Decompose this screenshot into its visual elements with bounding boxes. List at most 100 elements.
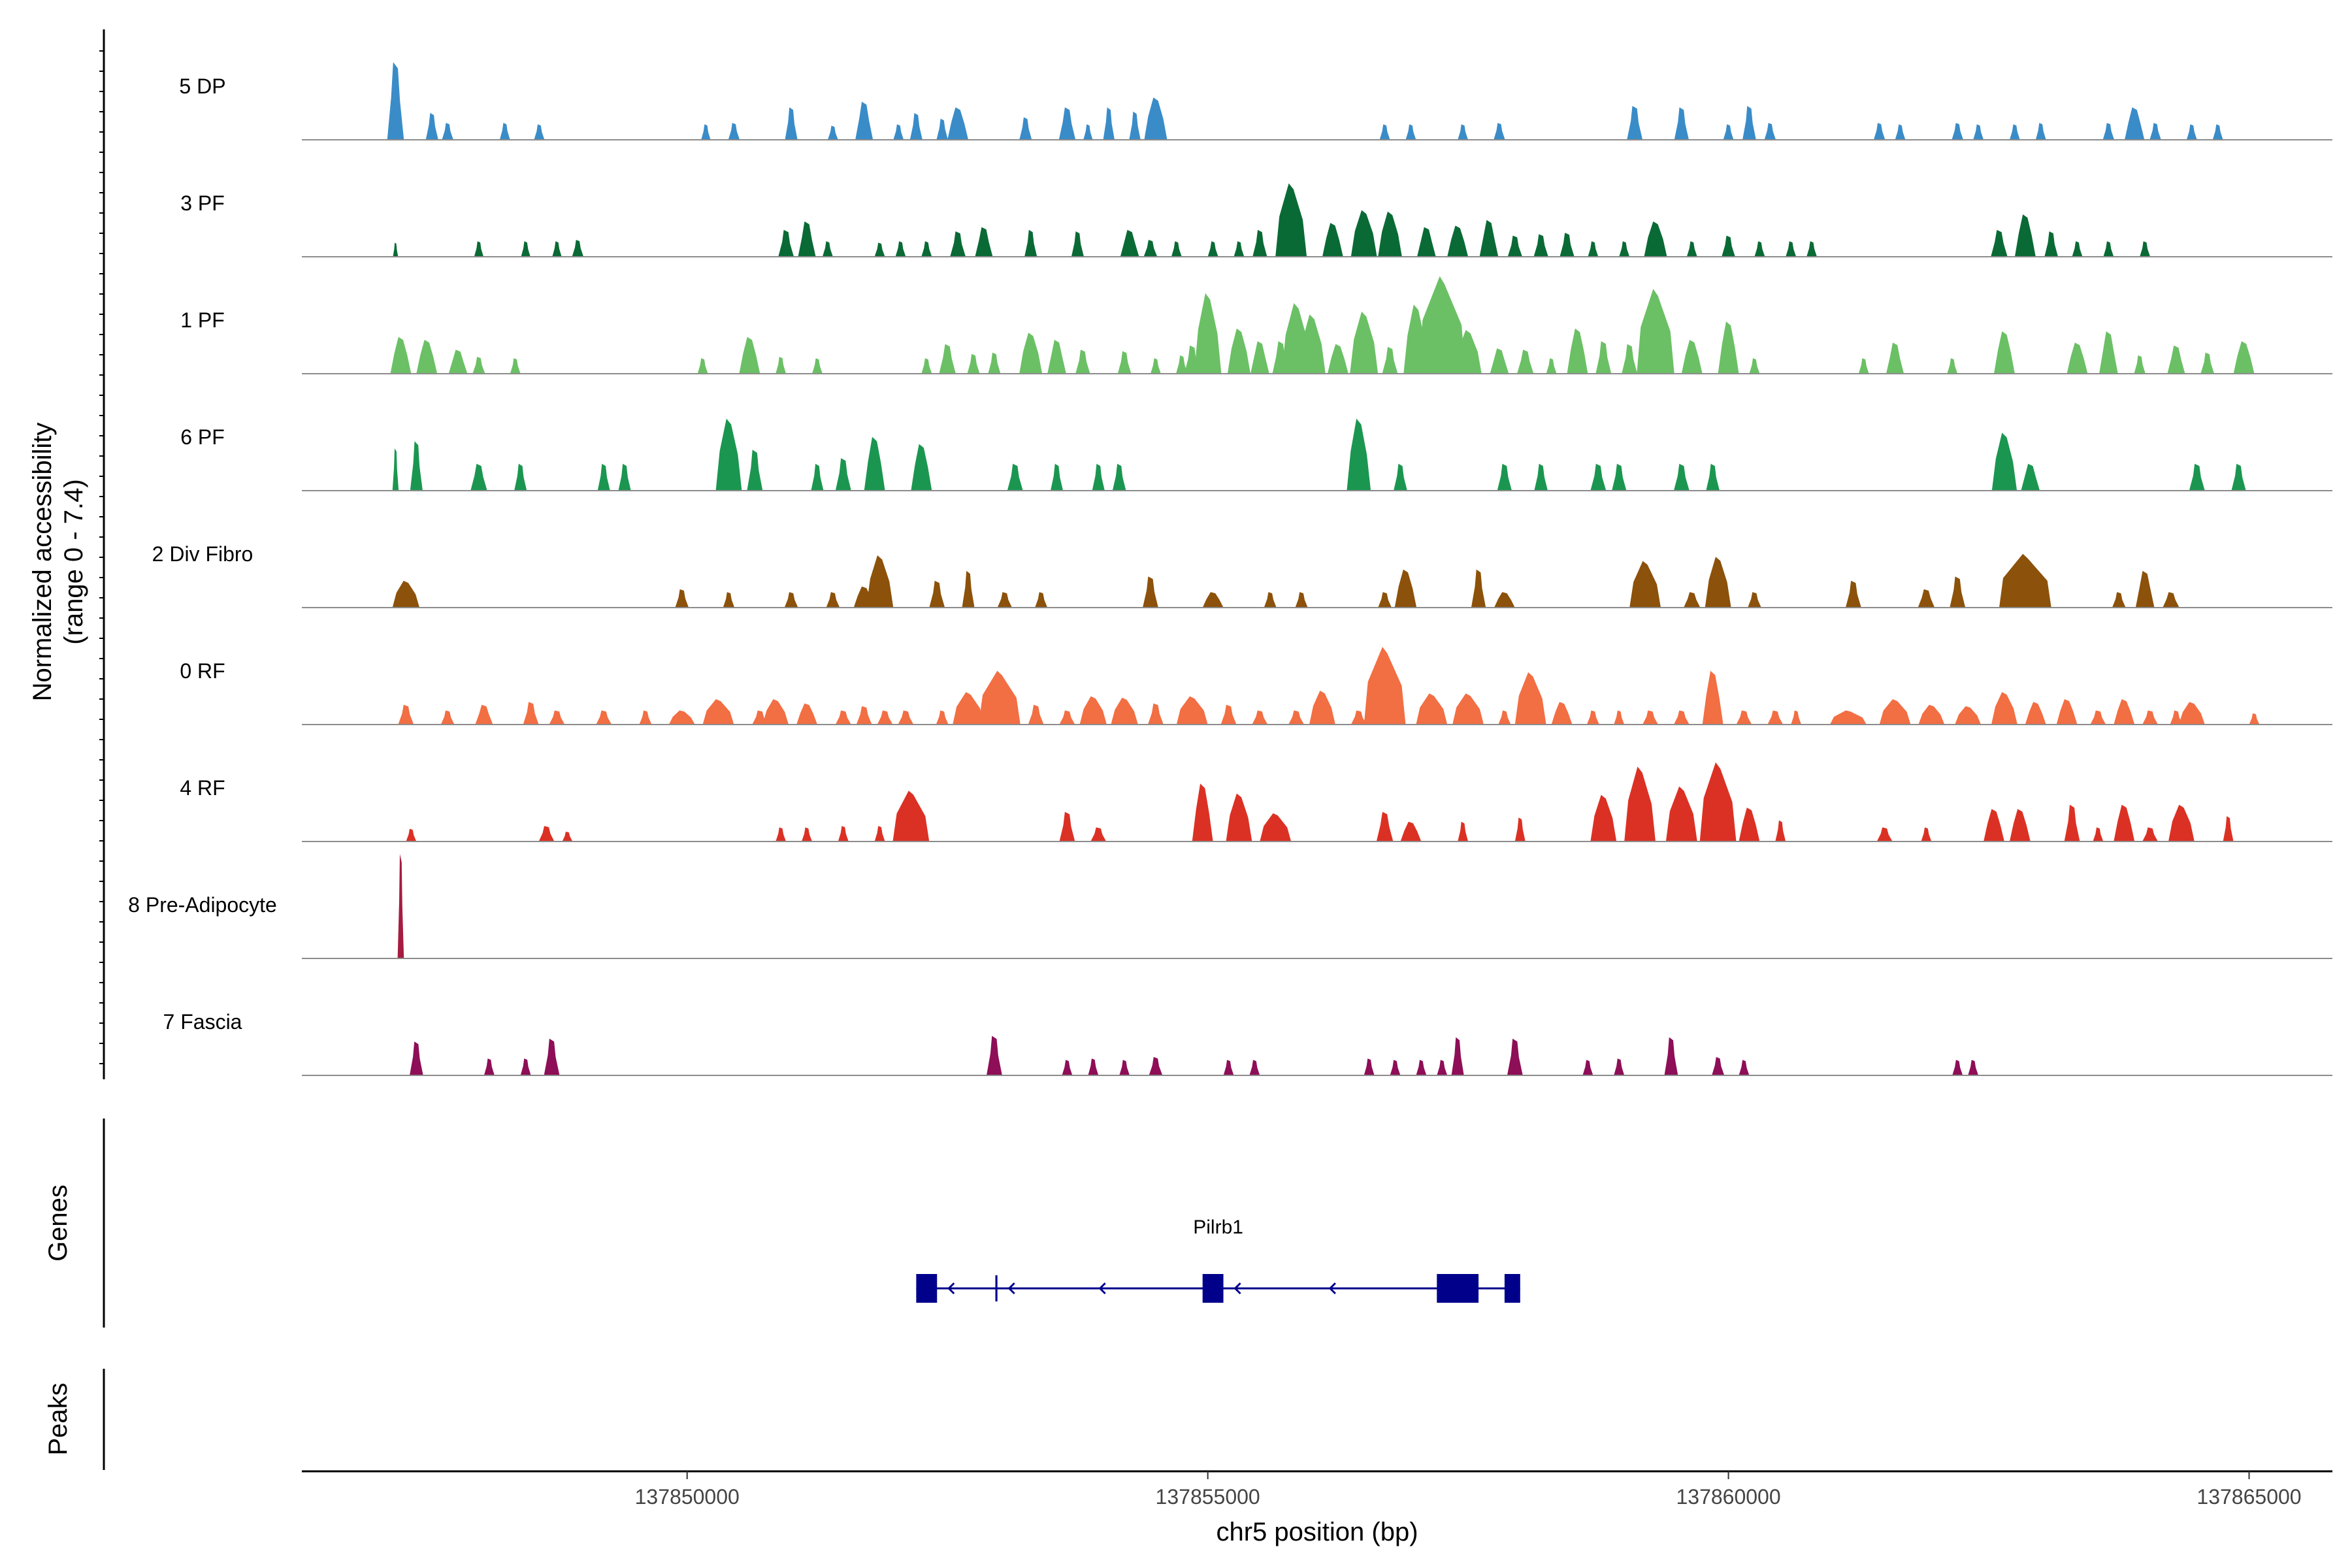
coverage-peak: [796, 703, 817, 725]
coverage-peak: [1991, 433, 2017, 491]
coverage-peak: [1309, 691, 1335, 725]
coverage-peak: [1454, 330, 1482, 374]
coverage-peak: [1071, 231, 1084, 257]
x-tick-label: 137865000: [2197, 1485, 2301, 1509]
coverage-peak: [1024, 229, 1037, 257]
coverage-peak: [2140, 241, 2151, 257]
coverage-peak: [1775, 820, 1786, 841]
track-2-div-fibro: 2 Div Fibro: [152, 542, 2332, 608]
coverage-tracks: 5 DP 3 PF 1 PF 6 PF 2 Div Fibro 0 RF 4 RF 8 Pre…: [128, 62, 2332, 1076]
track-label: 5 DP: [179, 74, 225, 98]
coverage-peak: [1665, 786, 1697, 841]
coverage-peak: [538, 826, 555, 841]
coverage-peak: [1143, 576, 1158, 608]
coverage-peak: [895, 241, 906, 257]
coverage-peak: [1275, 183, 1307, 257]
track-label: 4 RF: [180, 776, 225, 800]
x-tick-label: 137850000: [635, 1485, 740, 1509]
coverage-peak: [1249, 1060, 1260, 1075]
coverage-peak: [1560, 233, 1575, 257]
peaks-panel-label: Peaks: [44, 1382, 73, 1455]
coverage-peak: [1364, 1058, 1375, 1075]
coverage-peak: [701, 124, 711, 140]
coverage-peak: [2189, 463, 2205, 491]
coverage-peak: [1546, 358, 1557, 374]
coverage-peak: [1144, 97, 1168, 140]
track-0-rf: 0 RF: [180, 647, 2332, 725]
coverage-peak: [827, 125, 838, 140]
coverage-peak: [2135, 570, 2155, 608]
coverage-peak: [1400, 821, 1422, 841]
coverage-peak: [1918, 589, 1935, 608]
coverage-peak: [523, 702, 539, 725]
coverage-peak: [1092, 463, 1105, 491]
coverage-peak: [1379, 124, 1390, 140]
coverage-peak: [549, 710, 565, 725]
gene-annotation-track: Pilrb1: [916, 1217, 1520, 1303]
coverage-peak: [2093, 827, 2104, 841]
coverage-peak: [1035, 592, 1048, 608]
coverage-peak: [1252, 229, 1267, 257]
coverage-peak: [1642, 710, 1658, 725]
gene-exon: [916, 1274, 938, 1303]
coverage-peak: [1028, 704, 1044, 725]
coverage-peak: [1686, 241, 1697, 257]
coverage-peak: [1622, 344, 1638, 374]
coverage-peak: [950, 231, 966, 257]
coverage-peak: [1322, 223, 1343, 257]
coverage-peak: [442, 123, 453, 140]
coverage-peak: [1712, 1056, 1725, 1075]
coverage-peak: [835, 458, 851, 491]
coverage-peak: [552, 241, 562, 257]
coverage-peak: [2142, 827, 2158, 841]
coverage-peak: [1148, 703, 1164, 725]
coverage-peak: [1664, 1037, 1678, 1075]
coverage-peak: [747, 449, 763, 491]
coverage-peak: [1533, 234, 1548, 257]
coverage-peak: [397, 854, 404, 958]
track-6-pf: 6 PF: [180, 418, 2332, 491]
coverage-peak: [939, 344, 956, 374]
coverage-peak: [425, 112, 438, 140]
coverage-peak: [2064, 804, 2080, 841]
coverage-peak: [2044, 231, 2058, 257]
coverage-peak: [1673, 710, 1690, 725]
coverage-peak: [1681, 340, 1703, 374]
coverage-peak: [544, 1038, 560, 1075]
track-label: 7 Fascia: [163, 1010, 242, 1034]
gene-label: Pilrb1: [1193, 1217, 1243, 1238]
coverage-peak: [1991, 229, 2008, 257]
coverage-peak: [785, 107, 798, 140]
coverage-peak: [475, 704, 493, 725]
coverage-peak: [1586, 710, 1599, 725]
coverage-peak: [723, 592, 735, 608]
coverage-peak: [1673, 463, 1690, 491]
coverage-peak: [798, 221, 816, 257]
coverage-peak: [1176, 696, 1208, 725]
track-label: 1 PF: [180, 308, 225, 332]
coverage-peak: [1595, 341, 1612, 374]
coverage-peak: [778, 229, 794, 257]
coverage-y-axis-ticks: [99, 50, 104, 1064]
coverage-peak: [1739, 1060, 1750, 1075]
coverage-peak: [1879, 699, 1911, 725]
coverage-peak: [1479, 220, 1499, 257]
coverage-peak: [1252, 710, 1268, 725]
coverage-peak: [1551, 702, 1573, 725]
coverage-peak: [877, 710, 893, 725]
coverage-peak: [1994, 331, 2015, 374]
strand-arrow: [1233, 1282, 1241, 1295]
coverage-peak: [1394, 569, 1417, 608]
coverage-peak: [1394, 463, 1407, 491]
coverage-peak: [2025, 702, 2046, 725]
coverage-peak: [1749, 358, 1760, 374]
y-axis-title-main: Normalized accessibility: [28, 423, 57, 702]
y-axis-title: Normalized accessibility (range 0 - 7.4): [28, 423, 88, 702]
coverage-peak: [1192, 783, 1213, 841]
coverage-peak: [1416, 693, 1448, 725]
coverage-peak: [1088, 1058, 1099, 1075]
coverage-peak: [1418, 276, 1466, 374]
coverage-peak: [1220, 704, 1237, 725]
coverage-peak: [776, 827, 787, 841]
coverage-peak: [1451, 1037, 1464, 1075]
